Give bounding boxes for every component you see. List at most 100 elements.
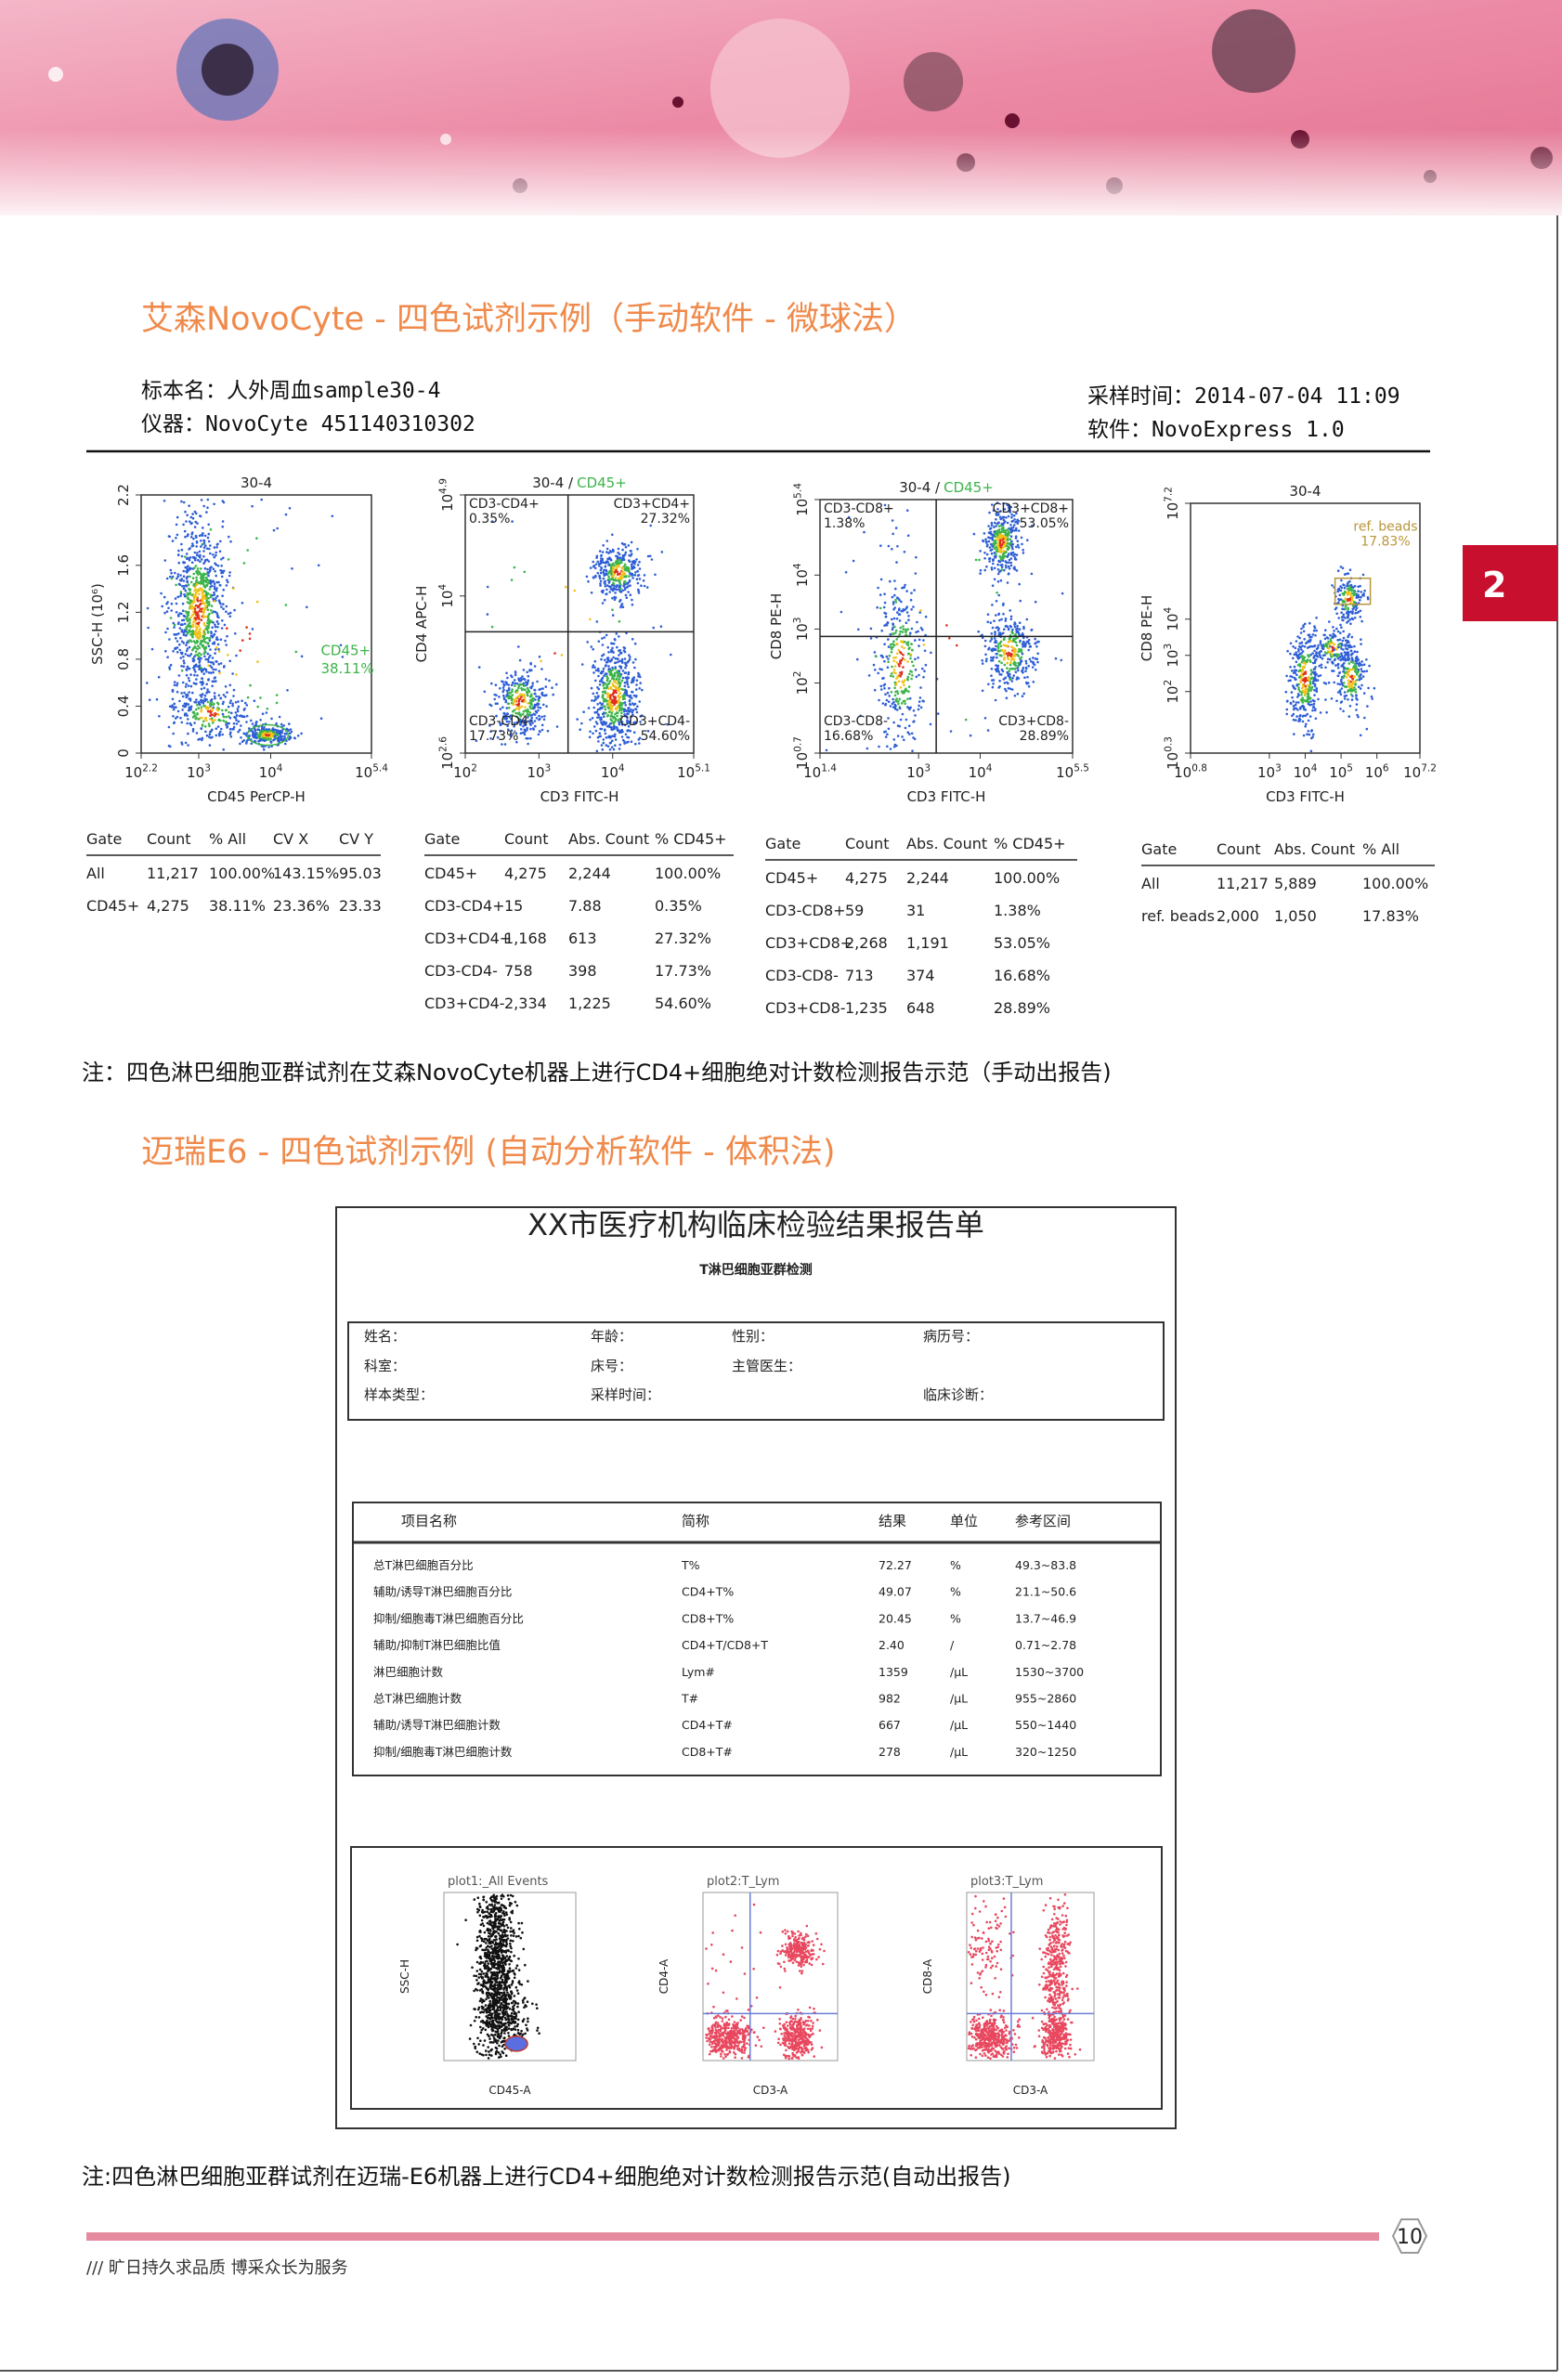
dot — [209, 553, 212, 555]
dot — [984, 654, 987, 657]
dot — [996, 600, 998, 603]
dot — [241, 602, 244, 605]
dot — [173, 722, 176, 724]
dot — [1357, 590, 1360, 592]
tick-base: 10 — [527, 764, 544, 781]
dot — [602, 644, 605, 646]
dot — [503, 696, 506, 699]
dot — [618, 578, 620, 580]
dot — [195, 683, 198, 685]
dot — [175, 706, 177, 709]
dot — [187, 596, 189, 599]
dot — [1302, 715, 1305, 718]
dot — [602, 703, 605, 706]
table-cell: 4,275 — [147, 897, 189, 915]
dot — [894, 599, 897, 602]
dot — [1351, 599, 1354, 602]
dot — [906, 660, 909, 663]
dot — [288, 729, 291, 732]
dot — [208, 604, 211, 606]
dot — [211, 685, 214, 688]
dot — [1000, 662, 1003, 665]
dot — [488, 704, 491, 707]
dot — [984, 717, 987, 720]
dot — [1351, 698, 1354, 701]
dot — [899, 707, 902, 709]
dot — [167, 607, 170, 610]
dot — [638, 700, 641, 703]
dot — [192, 728, 195, 731]
dot — [1347, 680, 1350, 683]
dot — [211, 713, 214, 716]
dot — [612, 657, 615, 659]
dot — [986, 621, 989, 624]
dot — [1020, 659, 1022, 662]
dot — [894, 588, 897, 591]
dot — [985, 657, 988, 660]
dot — [1314, 634, 1317, 637]
dot — [1036, 661, 1039, 664]
dot — [202, 612, 205, 615]
dot — [179, 595, 182, 598]
dot — [1005, 565, 1008, 567]
dot — [593, 666, 596, 669]
dot — [883, 624, 886, 627]
tick-base: 10 — [187, 764, 204, 781]
dot — [620, 709, 623, 711]
dot — [535, 710, 538, 713]
software: 软件：NovoExpress 1.0 — [1087, 418, 1345, 442]
dot — [1348, 644, 1351, 647]
dot — [986, 553, 989, 556]
dot — [613, 722, 616, 725]
dot — [263, 748, 266, 751]
quadrant-percent: 17.73% — [469, 729, 518, 744]
dot — [612, 587, 615, 590]
dot — [984, 539, 987, 541]
dot — [186, 612, 189, 615]
dot — [184, 615, 187, 618]
dot — [204, 717, 207, 720]
dot — [245, 740, 248, 743]
dot — [176, 611, 178, 614]
dot — [623, 585, 626, 588]
dot — [514, 566, 516, 569]
dot — [183, 562, 186, 565]
dot — [1363, 590, 1366, 592]
dot — [1032, 657, 1035, 659]
dot — [1299, 718, 1302, 721]
dot — [1366, 705, 1369, 708]
tick-base: 10 — [1329, 764, 1347, 781]
dot — [527, 693, 529, 696]
dot — [182, 705, 185, 708]
dot — [249, 632, 252, 635]
dot — [894, 657, 897, 659]
dot — [246, 549, 249, 552]
dot — [1341, 687, 1344, 690]
dot — [207, 537, 210, 540]
dot — [179, 583, 182, 586]
dot — [1006, 667, 1009, 670]
dot — [982, 540, 984, 542]
dot — [1015, 527, 1018, 530]
dot — [213, 610, 215, 613]
dot — [1312, 707, 1315, 709]
dot — [199, 628, 202, 631]
dot — [175, 537, 177, 540]
dot — [1314, 709, 1317, 712]
dot — [205, 669, 208, 671]
dot — [1035, 601, 1037, 604]
dot — [1347, 635, 1350, 638]
dot — [551, 686, 553, 689]
dot — [636, 705, 639, 708]
dot — [170, 617, 173, 619]
dot — [897, 735, 900, 737]
dot — [194, 526, 197, 528]
dot — [892, 640, 895, 643]
dot — [1318, 665, 1321, 668]
dot — [189, 646, 191, 649]
dot — [224, 640, 227, 643]
dot — [599, 728, 602, 731]
dot — [1010, 557, 1013, 560]
dot — [945, 624, 948, 627]
tick-label: 103 — [792, 618, 811, 642]
